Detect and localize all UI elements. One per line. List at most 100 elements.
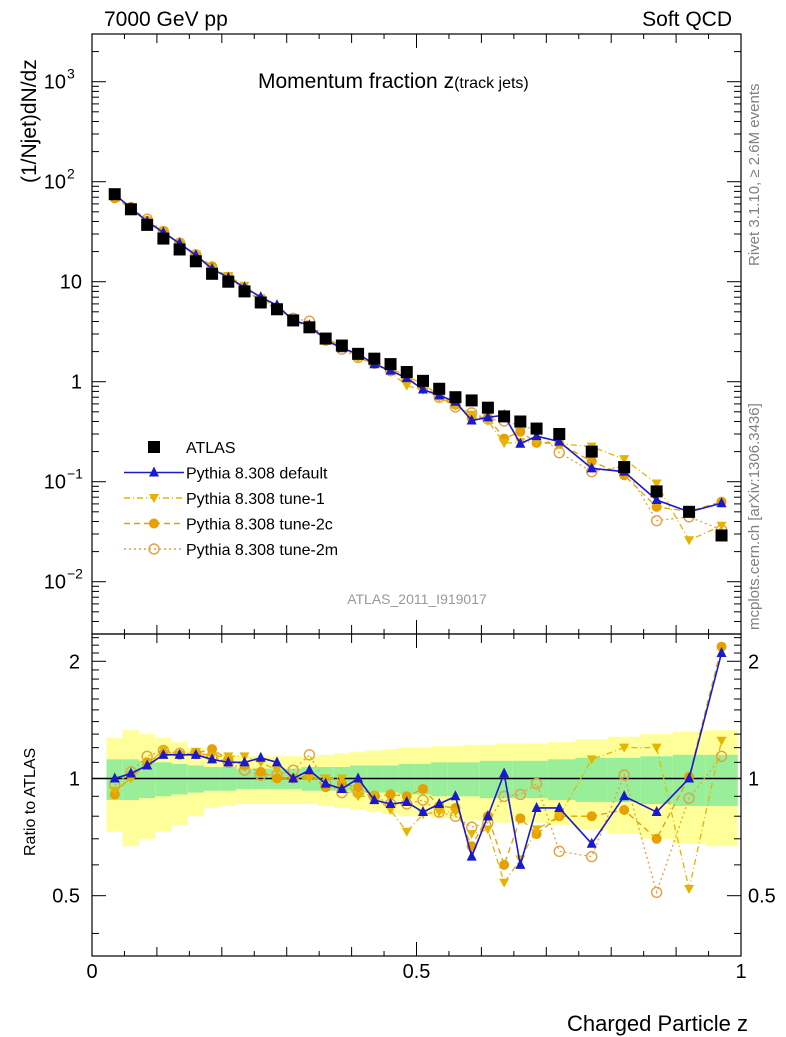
data-point: [148, 543, 160, 555]
data-point: [352, 347, 365, 360]
y-tick-label: 10: [44, 172, 66, 194]
series-line: [114, 196, 722, 542]
data-point: [514, 788, 527, 801]
error-bands: [106, 730, 738, 847]
data-point: [189, 255, 202, 268]
data-point: [449, 391, 462, 404]
error-band-green: [139, 760, 156, 799]
data-point: [149, 518, 159, 529]
data-point: [287, 314, 300, 327]
data-point: [683, 505, 696, 518]
data-point: [270, 303, 283, 316]
data-point: [514, 415, 527, 428]
error-band-green: [155, 762, 172, 797]
data-point: [401, 381, 412, 391]
data-point: [288, 772, 299, 783]
data-point: [482, 411, 493, 422]
data-point: [255, 766, 266, 777]
data-point: [174, 748, 185, 759]
series-pythia-8-308-tune-2m: [109, 190, 728, 536]
analysis-tag: ATLAS_2011_I919017: [347, 591, 487, 607]
data-point: [585, 445, 598, 458]
data-point: [271, 773, 282, 784]
data-point: [222, 275, 235, 288]
data-point: [715, 750, 728, 763]
x-tick-label: 1: [735, 961, 746, 983]
data-point: [482, 810, 493, 821]
legend-label: Pythia 8.308 tune-1: [186, 491, 325, 508]
data-point: [303, 749, 316, 761]
data-point: [515, 858, 526, 869]
data-point: [498, 410, 511, 423]
data-point: [320, 777, 331, 788]
data-point: [716, 736, 727, 746]
data-point: [498, 790, 510, 802]
data-point: [466, 850, 477, 861]
data-point: [481, 401, 494, 414]
y-axis-ticks-bottom: 2 2 1 1 0.5 0.5: [52, 637, 776, 934]
data-point: [207, 744, 218, 755]
error-band-green: [575, 757, 608, 803]
data-point: [651, 806, 662, 817]
data-point: [531, 430, 542, 441]
legend-label: Pythia 8.308 tune-2m: [186, 542, 338, 559]
data-point: [554, 801, 565, 812]
y-tick-label: 10: [44, 572, 66, 594]
x-tick-label: 0.5: [403, 961, 431, 983]
data-point: [531, 801, 542, 812]
data-point: [531, 825, 542, 835]
data-point: [586, 456, 597, 467]
data-point: [124, 203, 137, 216]
data-point: [515, 813, 526, 824]
data-point: [206, 267, 219, 280]
data-point: [353, 792, 364, 802]
data-point: [148, 441, 160, 453]
data-point: [385, 797, 396, 808]
y-tick-exponent: 3: [67, 66, 75, 82]
data-point: [650, 514, 663, 527]
data-point: [304, 764, 315, 775]
data-point: [716, 497, 727, 508]
x-tick-label: 0: [86, 961, 97, 983]
data-point: [125, 767, 136, 778]
y-tick-label-right: 0.5: [748, 886, 776, 908]
error-band-green: [512, 760, 529, 799]
data-point: [499, 859, 510, 870]
y-tick-label: 10: [44, 72, 66, 94]
data-point: [553, 845, 565, 858]
data-point: [109, 772, 120, 783]
data-point: [618, 461, 631, 474]
data-point: [417, 794, 429, 806]
data-point: [619, 743, 630, 753]
series-line: [114, 195, 722, 531]
data-point: [353, 782, 364, 793]
data-point: [586, 462, 597, 473]
data-point: [530, 422, 543, 435]
data-point: [417, 806, 428, 817]
data-point: [401, 827, 412, 837]
legend: ATLAS Pythia 8.308 default Pythia 8.308 tu…: [124, 440, 338, 559]
data-point: [109, 786, 120, 796]
data-point: [108, 188, 121, 201]
error-band-green: [705, 754, 738, 806]
data-point: [499, 878, 510, 888]
header-right: Soft QCD: [642, 8, 732, 31]
data-point: [515, 426, 526, 437]
data-point: [586, 755, 597, 765]
data-point: [319, 332, 332, 345]
data-point: [482, 825, 493, 835]
error-band-green: [463, 762, 480, 797]
data-point: [433, 382, 446, 395]
data-point: [336, 774, 347, 784]
legend-label: ATLAS: [186, 440, 236, 457]
data-point: [271, 766, 282, 776]
data-point: [142, 759, 153, 770]
data-point: [368, 352, 381, 365]
data-point: [141, 218, 154, 231]
ratio-panel-series: [109, 641, 728, 899]
data-point: [450, 808, 461, 818]
data-point: [417, 383, 428, 394]
data-point: [158, 748, 169, 759]
data-point: [499, 767, 510, 778]
data-point: [254, 296, 267, 309]
